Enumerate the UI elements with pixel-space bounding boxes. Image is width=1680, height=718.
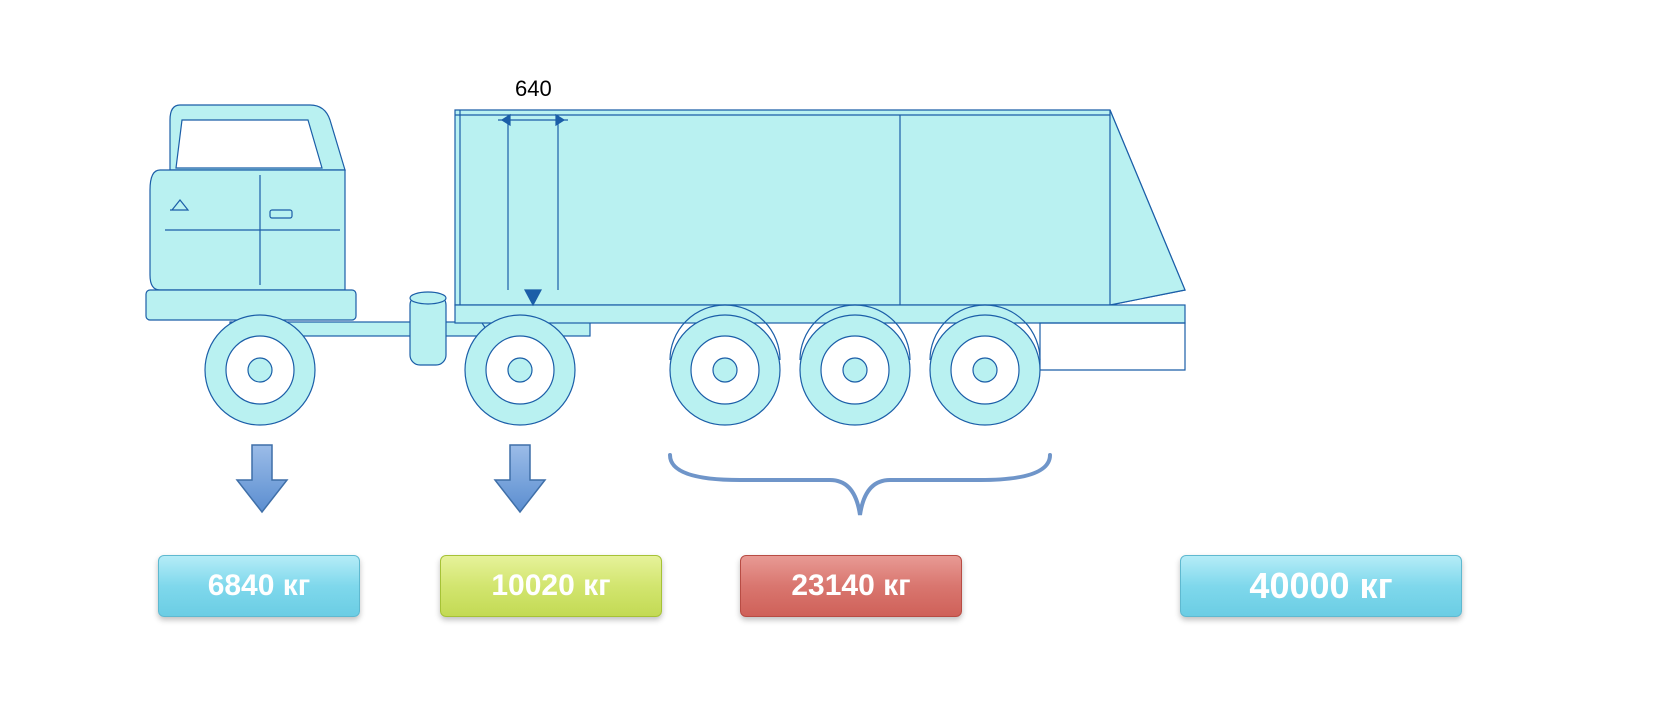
badge-front-axle: 6840 кг <box>158 555 360 617</box>
arrow-front-axle <box>232 440 292 520</box>
badge-unit: кг <box>883 569 911 603</box>
badge-value: 6840 <box>208 569 275 603</box>
badge-value: 23140 <box>791 569 874 603</box>
badge-unit: кг <box>583 569 611 603</box>
dim-640-label: 640 <box>515 76 552 102</box>
wheel-trailer-2 <box>800 315 910 425</box>
wheel-trailer-1 <box>670 315 780 425</box>
badge-trailer-axles: 23140 кг <box>740 555 962 617</box>
badge-unit: кг <box>1360 565 1393 607</box>
diagram-stage: 640 6840 кг 10020 кг 23140 кг 400 <box>0 0 1680 718</box>
badge-unit: кг <box>283 569 311 603</box>
wheel-trailer-3 <box>930 315 1040 425</box>
badge-value: 40000 <box>1249 565 1349 607</box>
wheel-front <box>205 315 315 425</box>
badge-total: 40000 кг <box>1180 555 1462 617</box>
arrow-drive-axle <box>490 440 550 520</box>
truck-drawing <box>110 60 1190 440</box>
trailer-axle-brace <box>660 445 1060 535</box>
wheel-drive <box>465 315 575 425</box>
badge-drive-axle: 10020 кг <box>440 555 662 617</box>
badge-value: 10020 <box>491 569 574 603</box>
